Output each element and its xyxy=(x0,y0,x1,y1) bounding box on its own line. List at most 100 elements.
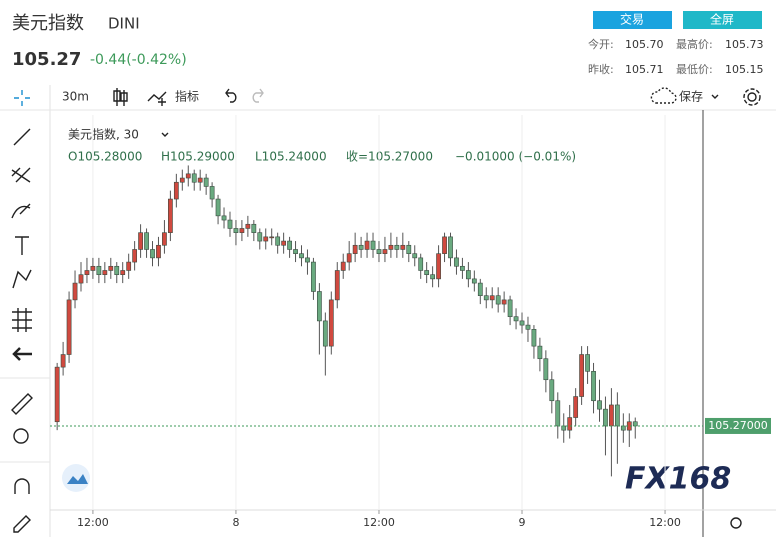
candle-body xyxy=(597,400,602,410)
candle-body xyxy=(465,270,471,280)
measure-tool[interactable] xyxy=(12,308,32,332)
candle-body xyxy=(299,253,304,259)
interval[interactable]: 30m xyxy=(62,90,89,104)
legend-open: O105.28000 xyxy=(68,150,142,164)
candle-body xyxy=(531,329,537,347)
x-tick-label: 12:00 xyxy=(77,516,109,529)
lock-tool[interactable] xyxy=(13,515,31,533)
title: 美元指数 xyxy=(12,13,84,34)
change: -0.44(-0.42%) xyxy=(90,52,187,68)
candle-body xyxy=(370,240,376,250)
settings-icon-ring[interactable] xyxy=(743,88,761,106)
candle-body xyxy=(537,345,543,360)
x-tick-label: 12:00 xyxy=(649,516,681,529)
candle-body xyxy=(513,316,519,322)
legend-change: −0.01000 (−0.01%) xyxy=(455,150,576,164)
candle-body xyxy=(340,261,346,271)
candle-body xyxy=(316,291,322,322)
cloud-icon[interactable] xyxy=(650,87,677,104)
candle-body xyxy=(418,257,424,271)
save[interactable]: 保存 xyxy=(679,90,703,104)
candle-body xyxy=(442,236,447,254)
trade-button-label[interactable]: 交易 xyxy=(620,12,644,27)
candle-body xyxy=(519,320,525,326)
brush-tool[interactable] xyxy=(11,203,31,219)
candle-body xyxy=(507,299,513,318)
trade-button[interactable] xyxy=(593,11,672,29)
zoom-tool[interactable] xyxy=(13,428,29,444)
candle-body xyxy=(585,354,590,372)
crosshair-icon[interactable] xyxy=(14,90,30,106)
logo-badge[interactable] xyxy=(62,464,90,492)
candle-body xyxy=(334,270,340,301)
code: DINI xyxy=(108,15,140,33)
candle-body xyxy=(197,177,203,183)
candle-body xyxy=(179,177,185,183)
candle-body xyxy=(483,295,489,301)
dropdown-icon[interactable] xyxy=(711,94,719,99)
candle-body xyxy=(591,371,596,402)
ruler-tool[interactable] xyxy=(11,393,33,415)
candle-body xyxy=(108,265,114,271)
candle-body xyxy=(430,274,436,280)
candle-body xyxy=(525,324,531,330)
candle-body xyxy=(132,249,138,263)
stat-label: 最低价: xyxy=(676,63,713,76)
candle-body xyxy=(281,240,287,246)
indicator-icon[interactable] xyxy=(147,91,167,106)
candle-body xyxy=(251,223,257,233)
legend-dropdown[interactable] xyxy=(161,132,169,137)
candle-body xyxy=(364,240,370,250)
candle-body xyxy=(221,215,227,221)
candle-body xyxy=(293,249,298,254)
undo-icon[interactable] xyxy=(225,88,237,103)
candle-body xyxy=(84,270,90,275)
candle-body xyxy=(543,358,549,381)
fullscreen-button[interactable] xyxy=(683,11,762,29)
watermark: FX168 xyxy=(625,462,731,497)
candle-body xyxy=(567,417,573,431)
pattern-tool[interactable] xyxy=(12,269,32,289)
axis-settings-icon[interactable] xyxy=(730,517,742,529)
candle-body xyxy=(388,244,394,250)
candle-body xyxy=(269,236,275,239)
x-tick-label: 12:00 xyxy=(363,516,395,529)
indicators[interactable]: 指标 xyxy=(175,89,199,104)
candle-body xyxy=(120,270,126,275)
candle-body xyxy=(555,400,561,427)
candle-body xyxy=(245,223,251,229)
fib-tool[interactable] xyxy=(11,167,31,183)
candle-body xyxy=(376,249,382,254)
candle-body xyxy=(406,244,412,254)
redo-icon xyxy=(252,88,264,103)
candle-body xyxy=(609,404,614,427)
candle-body xyxy=(305,257,310,263)
candle-body xyxy=(156,244,161,259)
fullscreen-button-label[interactable]: 全屏 xyxy=(710,12,734,27)
back-tool[interactable] xyxy=(12,347,32,361)
candle-body xyxy=(632,421,638,427)
candle-body xyxy=(454,257,459,267)
candle-body xyxy=(150,249,155,259)
price: 105.27 xyxy=(12,49,81,70)
legend-close: 收=105.27000 xyxy=(346,150,433,164)
candle-body xyxy=(209,186,215,200)
candle-icon[interactable] xyxy=(113,88,128,106)
candle-body xyxy=(162,232,167,246)
settings-icon[interactable] xyxy=(747,92,757,102)
line-tool[interactable] xyxy=(13,128,31,146)
last-price-label: 105.27000 xyxy=(708,419,768,432)
candle-body xyxy=(215,198,221,217)
candle-body xyxy=(263,236,269,242)
candle-body xyxy=(424,270,430,275)
candle-body xyxy=(275,236,281,246)
candle-body xyxy=(579,354,584,397)
magnet-tool[interactable] xyxy=(14,478,30,494)
candle-body xyxy=(448,236,453,259)
candle-body xyxy=(394,244,400,250)
candle-body xyxy=(66,299,72,355)
text-tool[interactable] xyxy=(15,236,29,255)
candle-body xyxy=(114,265,120,275)
